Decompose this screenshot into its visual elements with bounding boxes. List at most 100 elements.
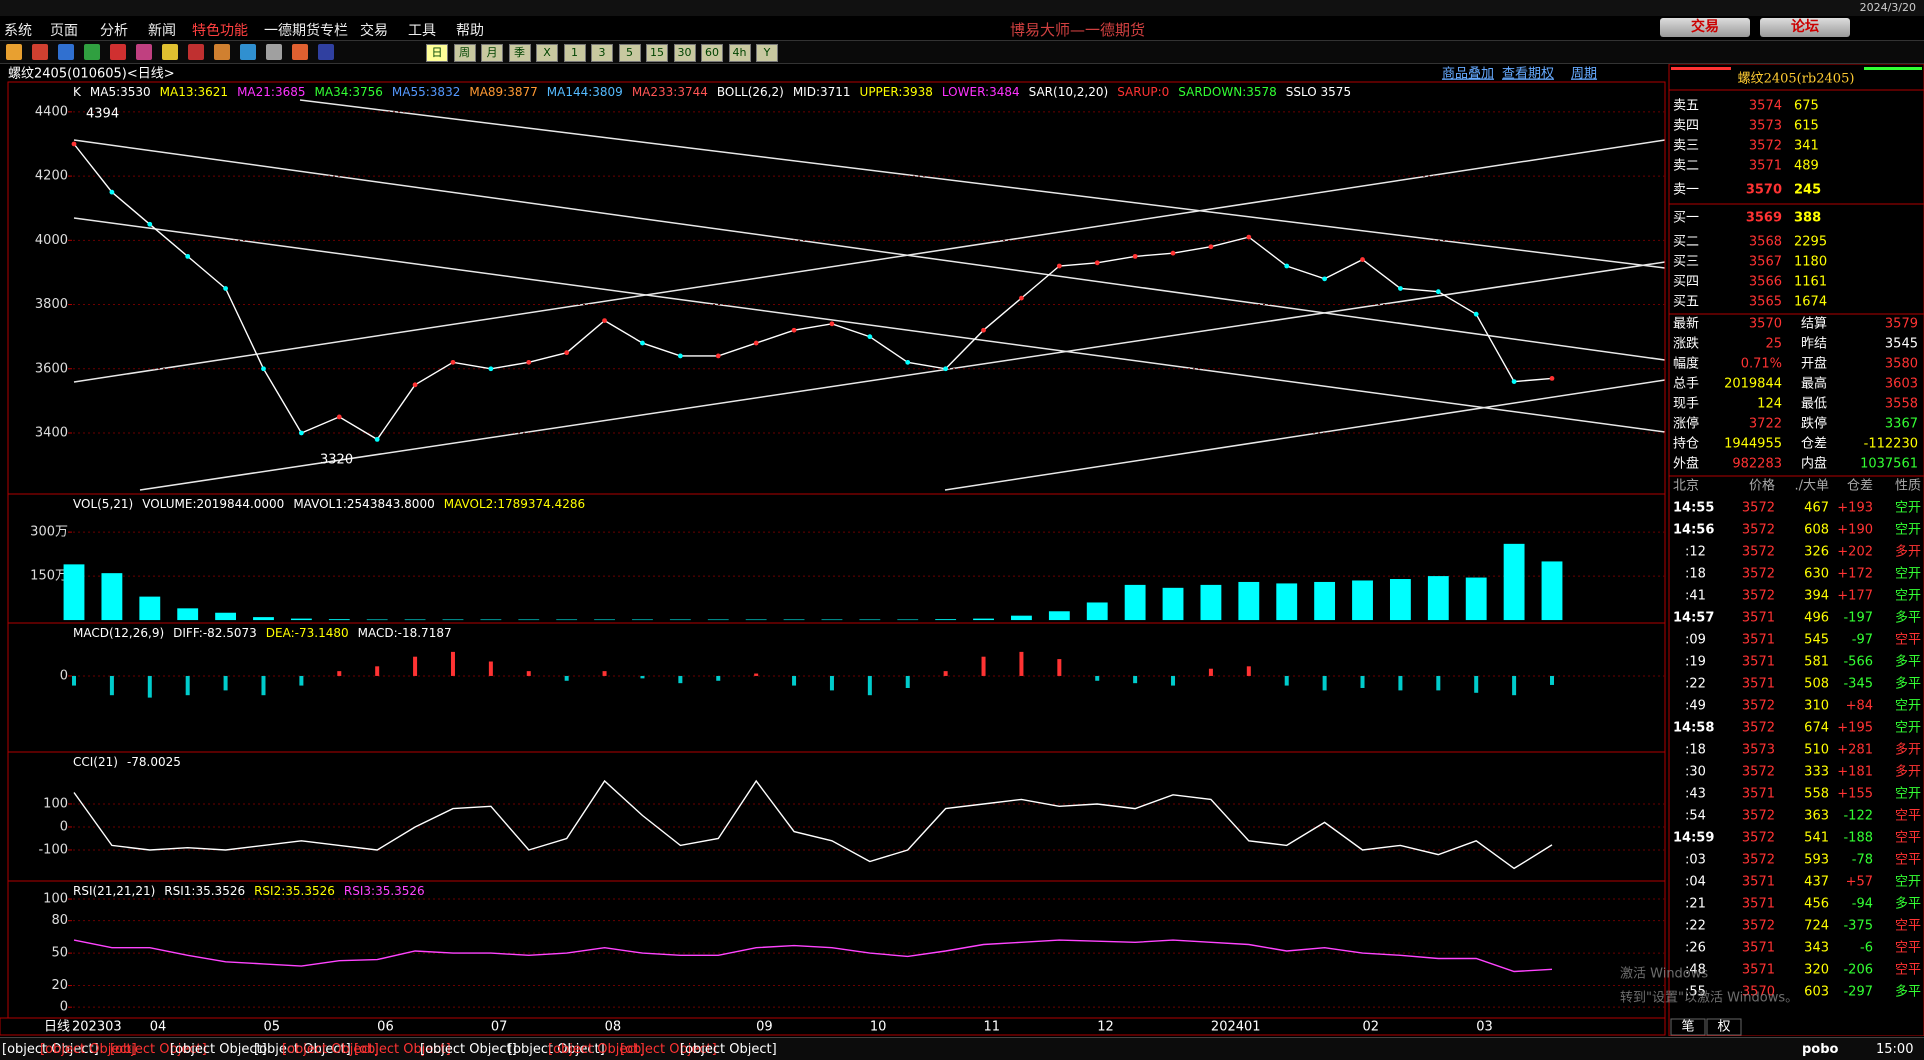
tool-icon[interactable] (266, 44, 282, 60)
price-point (1019, 295, 1024, 301)
bar (829, 675, 834, 691)
period-button[interactable]: 60 (701, 44, 723, 62)
price-point (1549, 375, 1555, 381)
tool-icon[interactable] (84, 44, 100, 60)
menu-item[interactable]: 系统 (4, 23, 32, 39)
price-point (223, 286, 228, 291)
menu-item[interactable]: 分析 (100, 23, 128, 39)
bar (678, 675, 683, 684)
header-link[interactable]: 周期 (1571, 67, 1597, 82)
period-button[interactable]: 季 (508, 44, 531, 62)
chart-area: 螺纹2405(010605)<日线> 商品叠加 查看期权 周期 3400 3600 3800… (0, 64, 1924, 1036)
tool-icon[interactable] (188, 44, 204, 60)
trade-cell: -297 (1843, 985, 1873, 1000)
trade-cell: 496 (1804, 611, 1829, 626)
tool-icon[interactable] (110, 44, 126, 60)
stat-label: 开盘 (1801, 356, 1827, 372)
book-price: 3572 (1749, 139, 1782, 154)
trade-cell: 3571 (1742, 941, 1775, 956)
tab[interactable] (1706, 1018, 1742, 1036)
bar (1011, 615, 1032, 621)
menu-item[interactable]: 一德期货专栏 (264, 23, 348, 39)
indicator-text: MA233:3744 (632, 85, 708, 99)
tool-icon[interactable] (292, 44, 308, 60)
trade-cell: 510 (1804, 743, 1829, 758)
menu-item[interactable]: 新闻 (148, 23, 176, 39)
title-strip: 2024/3/20 (0, 0, 1924, 16)
header-link[interactable]: 商品叠加 (1442, 67, 1494, 82)
toolbar: 日周月季 X 1 3 5 15 30 60 4h Y (0, 41, 1924, 64)
stat-value: 1037561 (1860, 457, 1918, 472)
period-button[interactable]: 3 (591, 44, 613, 62)
trade-cell: -97 (1852, 633, 1873, 648)
tool-icon[interactable] (240, 44, 256, 60)
book-label: 卖四 (1673, 119, 1699, 134)
os-watermark: 转到"设置"以激活 Windows。 (1620, 991, 1798, 1006)
trade-cell: -78 (1852, 853, 1873, 868)
header-link[interactable]: 查看期权 (1502, 66, 1554, 82)
bar (1057, 659, 1062, 676)
period-button[interactable]: 30 (673, 44, 696, 62)
menu-item[interactable]: 页面 (50, 23, 78, 39)
tab-label[interactable]: 权 (1717, 1019, 1730, 1035)
tool-icon[interactable] (318, 44, 334, 60)
bar (745, 619, 767, 621)
menu-item[interactable]: 特色功能 (192, 23, 248, 39)
stat-label: 涨停 (1673, 416, 1699, 432)
tool-icon[interactable] (162, 44, 178, 60)
menu-item[interactable]: 交易 (360, 23, 388, 39)
bar (63, 564, 85, 621)
bar (147, 675, 152, 698)
stat-label: 涨跌 (1673, 336, 1699, 352)
tool-icon[interactable] (6, 44, 22, 60)
tab-label[interactable]: 笔 (1681, 1019, 1694, 1035)
bar (1541, 561, 1563, 621)
period-button[interactable]: 月 (481, 44, 503, 62)
quote-bg (1668, 64, 1924, 1036)
trade-cell: 空平 (1895, 919, 1921, 934)
clock: 15:00 (1876, 1042, 1914, 1057)
book-label: 买五 (1673, 295, 1699, 310)
bar (1465, 577, 1487, 621)
window-button[interactable]: 交易 (1660, 18, 1750, 37)
period-button[interactable]: 1 (563, 44, 586, 62)
trade-cell: :30 (1685, 765, 1706, 780)
menu-item[interactable]: 工具 (408, 23, 436, 39)
bar (526, 671, 531, 676)
period-button[interactable]: 5 (618, 44, 641, 62)
period-button[interactable]: 周 (453, 44, 476, 62)
period-button[interactable]: 15 (646, 44, 668, 62)
status-item: [object Object] (40, 1042, 137, 1057)
tool-icon[interactable] (214, 44, 230, 60)
header-bg (0, 64, 1665, 82)
trade-cell: :22 (1685, 919, 1706, 934)
bar (1436, 675, 1441, 691)
os-watermark: 激活 Windows (1620, 967, 1708, 982)
trade-cell: 3571 (1742, 875, 1775, 890)
window-button[interactable]: 论坛 (1760, 18, 1850, 37)
period-button[interactable]: X (536, 44, 558, 62)
trade-cell: 14:57 (1673, 611, 1714, 626)
background (0, 64, 1924, 1036)
stat-label: 最新 (1673, 316, 1699, 332)
tool-icon[interactable] (32, 44, 48, 60)
trade-cell: :19 (1685, 655, 1706, 670)
x-tick-label: 12 (1097, 1020, 1114, 1035)
bar (1019, 651, 1024, 676)
indicator-text: K (73, 85, 82, 99)
period-button[interactable]: 4h (728, 44, 751, 62)
tab[interactable] (1670, 1018, 1706, 1036)
tool-icon[interactable] (136, 44, 152, 60)
trade-cell: -206 (1843, 963, 1873, 978)
tool-icon[interactable] (58, 44, 74, 60)
trade-cell: 空开 (1895, 523, 1921, 538)
period-button[interactable]: Y (756, 44, 778, 62)
period-button[interactable]: 日 (426, 44, 448, 62)
menu-item[interactable]: 帮助 (456, 23, 484, 39)
bar (1352, 580, 1373, 621)
trade-cell: 394 (1804, 589, 1829, 604)
bar (602, 671, 607, 676)
price-point (1056, 263, 1062, 269)
indicator-text: RSI2:35.3526 (254, 884, 335, 898)
bar (1124, 584, 1146, 621)
